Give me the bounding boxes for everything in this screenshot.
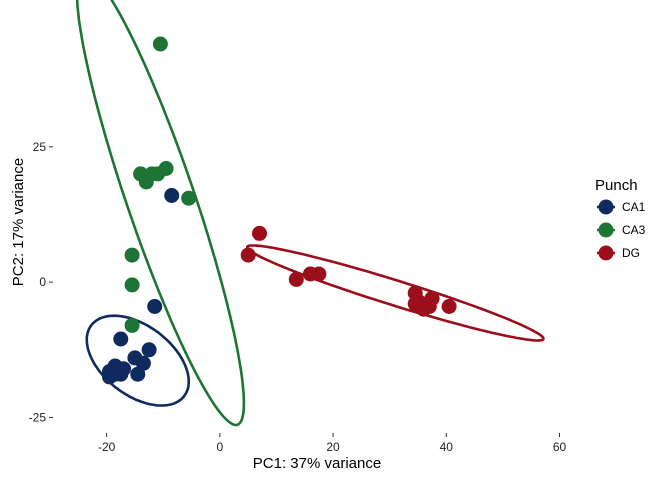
legend-label: DG bbox=[622, 246, 640, 260]
x-axis: -20 0 20 40 60 bbox=[98, 433, 567, 454]
data-point bbox=[147, 299, 163, 314]
data-point bbox=[421, 299, 437, 314]
data-point bbox=[158, 161, 174, 176]
x-axis-title: PC1: 37% variance bbox=[253, 455, 381, 472]
series-ca3 bbox=[124, 36, 197, 333]
legend-key-dot bbox=[598, 222, 614, 238]
legend-title: Punch bbox=[595, 177, 638, 194]
data-point bbox=[124, 317, 140, 333]
series-dg bbox=[240, 225, 457, 317]
y-axis-title: PC2: 17% variance bbox=[10, 158, 27, 286]
x-tick-label: -20 bbox=[98, 440, 116, 454]
x-tick-label: 20 bbox=[326, 440, 340, 454]
legend-item-ca1: CA1 bbox=[597, 199, 646, 215]
data-point bbox=[288, 271, 304, 287]
data-point bbox=[107, 366, 123, 382]
legend-label: CA3 bbox=[622, 223, 646, 237]
y-axis: -25 0 25 bbox=[29, 140, 53, 424]
ellipse-dg bbox=[246, 244, 545, 342]
data-point bbox=[181, 190, 197, 206]
legend-item-ca3: CA3 bbox=[597, 222, 646, 238]
data-point bbox=[252, 225, 267, 241]
data-point bbox=[152, 36, 168, 52]
y-tick-label: 0 bbox=[39, 275, 46, 289]
data-point bbox=[124, 277, 140, 293]
ellipse-ca3 bbox=[75, 0, 246, 427]
plot-area bbox=[75, 0, 545, 427]
data-point bbox=[130, 366, 146, 382]
x-tick-label: 60 bbox=[553, 440, 567, 454]
data-point bbox=[124, 247, 140, 263]
legend: Punch CA1 CA3 DG bbox=[595, 177, 646, 261]
data-point bbox=[113, 331, 129, 347]
x-tick-label: 0 bbox=[217, 440, 224, 454]
legend-item-dg: DG bbox=[597, 245, 640, 261]
ellipse-ca1 bbox=[85, 314, 190, 407]
legend-key-dot bbox=[598, 199, 614, 215]
data-point bbox=[407, 296, 423, 312]
data-point bbox=[441, 299, 457, 314]
data-point bbox=[141, 342, 157, 358]
y-tick-label: -25 bbox=[29, 410, 47, 424]
legend-key-dot bbox=[598, 245, 614, 261]
confidence-ellipses bbox=[75, 0, 545, 427]
data-point bbox=[240, 247, 256, 263]
y-tick-label: 25 bbox=[33, 140, 47, 154]
data-point bbox=[311, 266, 327, 282]
series-ca1 bbox=[102, 188, 180, 385]
x-tick-label: 40 bbox=[440, 440, 454, 454]
legend-label: CA1 bbox=[622, 200, 646, 214]
data-point bbox=[164, 188, 180, 203]
data-point bbox=[138, 174, 154, 190]
